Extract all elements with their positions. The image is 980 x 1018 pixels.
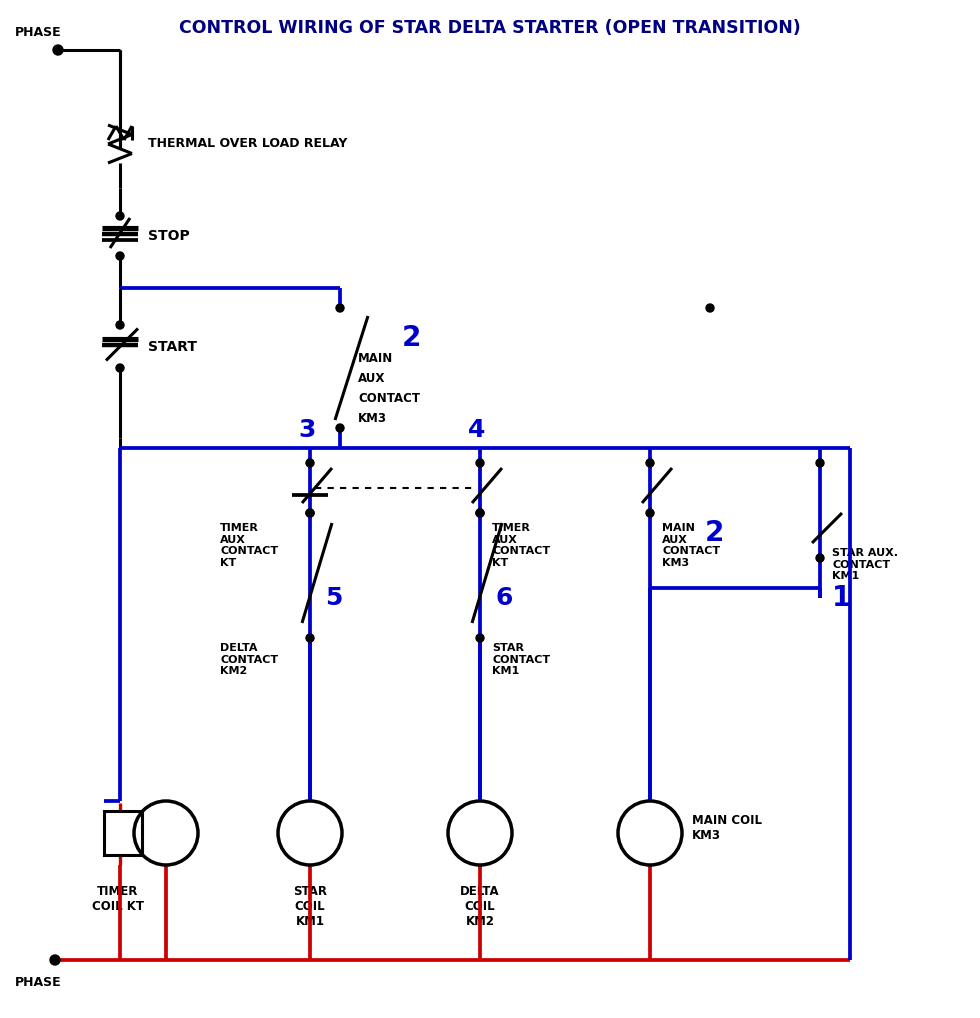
Circle shape xyxy=(116,321,124,329)
Text: STOP: STOP xyxy=(148,229,190,243)
Circle shape xyxy=(306,509,314,517)
Circle shape xyxy=(816,554,824,562)
Circle shape xyxy=(336,304,344,312)
Text: 3: 3 xyxy=(298,418,316,442)
Text: START: START xyxy=(148,339,197,353)
Text: AUX: AUX xyxy=(358,372,385,385)
Text: PHASE: PHASE xyxy=(15,975,62,988)
Text: THERMAL OVER LOAD RELAY: THERMAL OVER LOAD RELAY xyxy=(148,136,347,150)
Text: CONTACT: CONTACT xyxy=(358,392,420,404)
Text: 1: 1 xyxy=(832,584,852,612)
Circle shape xyxy=(306,509,314,517)
Circle shape xyxy=(116,252,124,260)
Circle shape xyxy=(706,304,714,312)
Circle shape xyxy=(476,634,484,642)
Text: PHASE: PHASE xyxy=(15,25,62,39)
Text: MAIN
AUX
CONTACT
KM3: MAIN AUX CONTACT KM3 xyxy=(662,523,720,568)
Circle shape xyxy=(306,634,314,642)
Text: 5: 5 xyxy=(325,586,342,610)
Circle shape xyxy=(336,425,344,432)
Text: TIMER
AUX
CONTACT
KT: TIMER AUX CONTACT KT xyxy=(492,523,550,568)
Text: 4: 4 xyxy=(468,418,485,442)
Text: MAIN COIL
KM3: MAIN COIL KM3 xyxy=(692,814,762,842)
Circle shape xyxy=(116,364,124,372)
Circle shape xyxy=(306,459,314,467)
Bar xyxy=(104,811,142,855)
Circle shape xyxy=(476,459,484,467)
Text: STAR AUX.
CONTACT
KM1: STAR AUX. CONTACT KM1 xyxy=(832,548,898,581)
Circle shape xyxy=(50,955,60,965)
Text: 6: 6 xyxy=(495,586,513,610)
Circle shape xyxy=(116,212,124,220)
Text: TIMER
COIL KT: TIMER COIL KT xyxy=(92,885,144,913)
Circle shape xyxy=(53,45,63,55)
Text: STAR
CONTACT
KM1: STAR CONTACT KM1 xyxy=(492,643,550,676)
Text: CONTROL WIRING OF STAR DELTA STARTER (OPEN TRANSITION): CONTROL WIRING OF STAR DELTA STARTER (OP… xyxy=(179,19,801,37)
Text: 2: 2 xyxy=(402,324,421,352)
Circle shape xyxy=(476,509,484,517)
Circle shape xyxy=(646,509,654,517)
Circle shape xyxy=(646,459,654,467)
Text: DELTA
COIL
KM2: DELTA COIL KM2 xyxy=(461,885,500,928)
Circle shape xyxy=(476,509,484,517)
Text: MAIN: MAIN xyxy=(358,351,393,364)
Text: 2: 2 xyxy=(705,519,724,547)
Text: KM3: KM3 xyxy=(358,411,387,425)
Circle shape xyxy=(816,459,824,467)
Text: STAR
COIL
KM1: STAR COIL KM1 xyxy=(293,885,327,928)
Text: TIMER
AUX
CONTACT
KT: TIMER AUX CONTACT KT xyxy=(220,523,278,568)
Text: DELTA
CONTACT
KM2: DELTA CONTACT KM2 xyxy=(220,643,278,676)
